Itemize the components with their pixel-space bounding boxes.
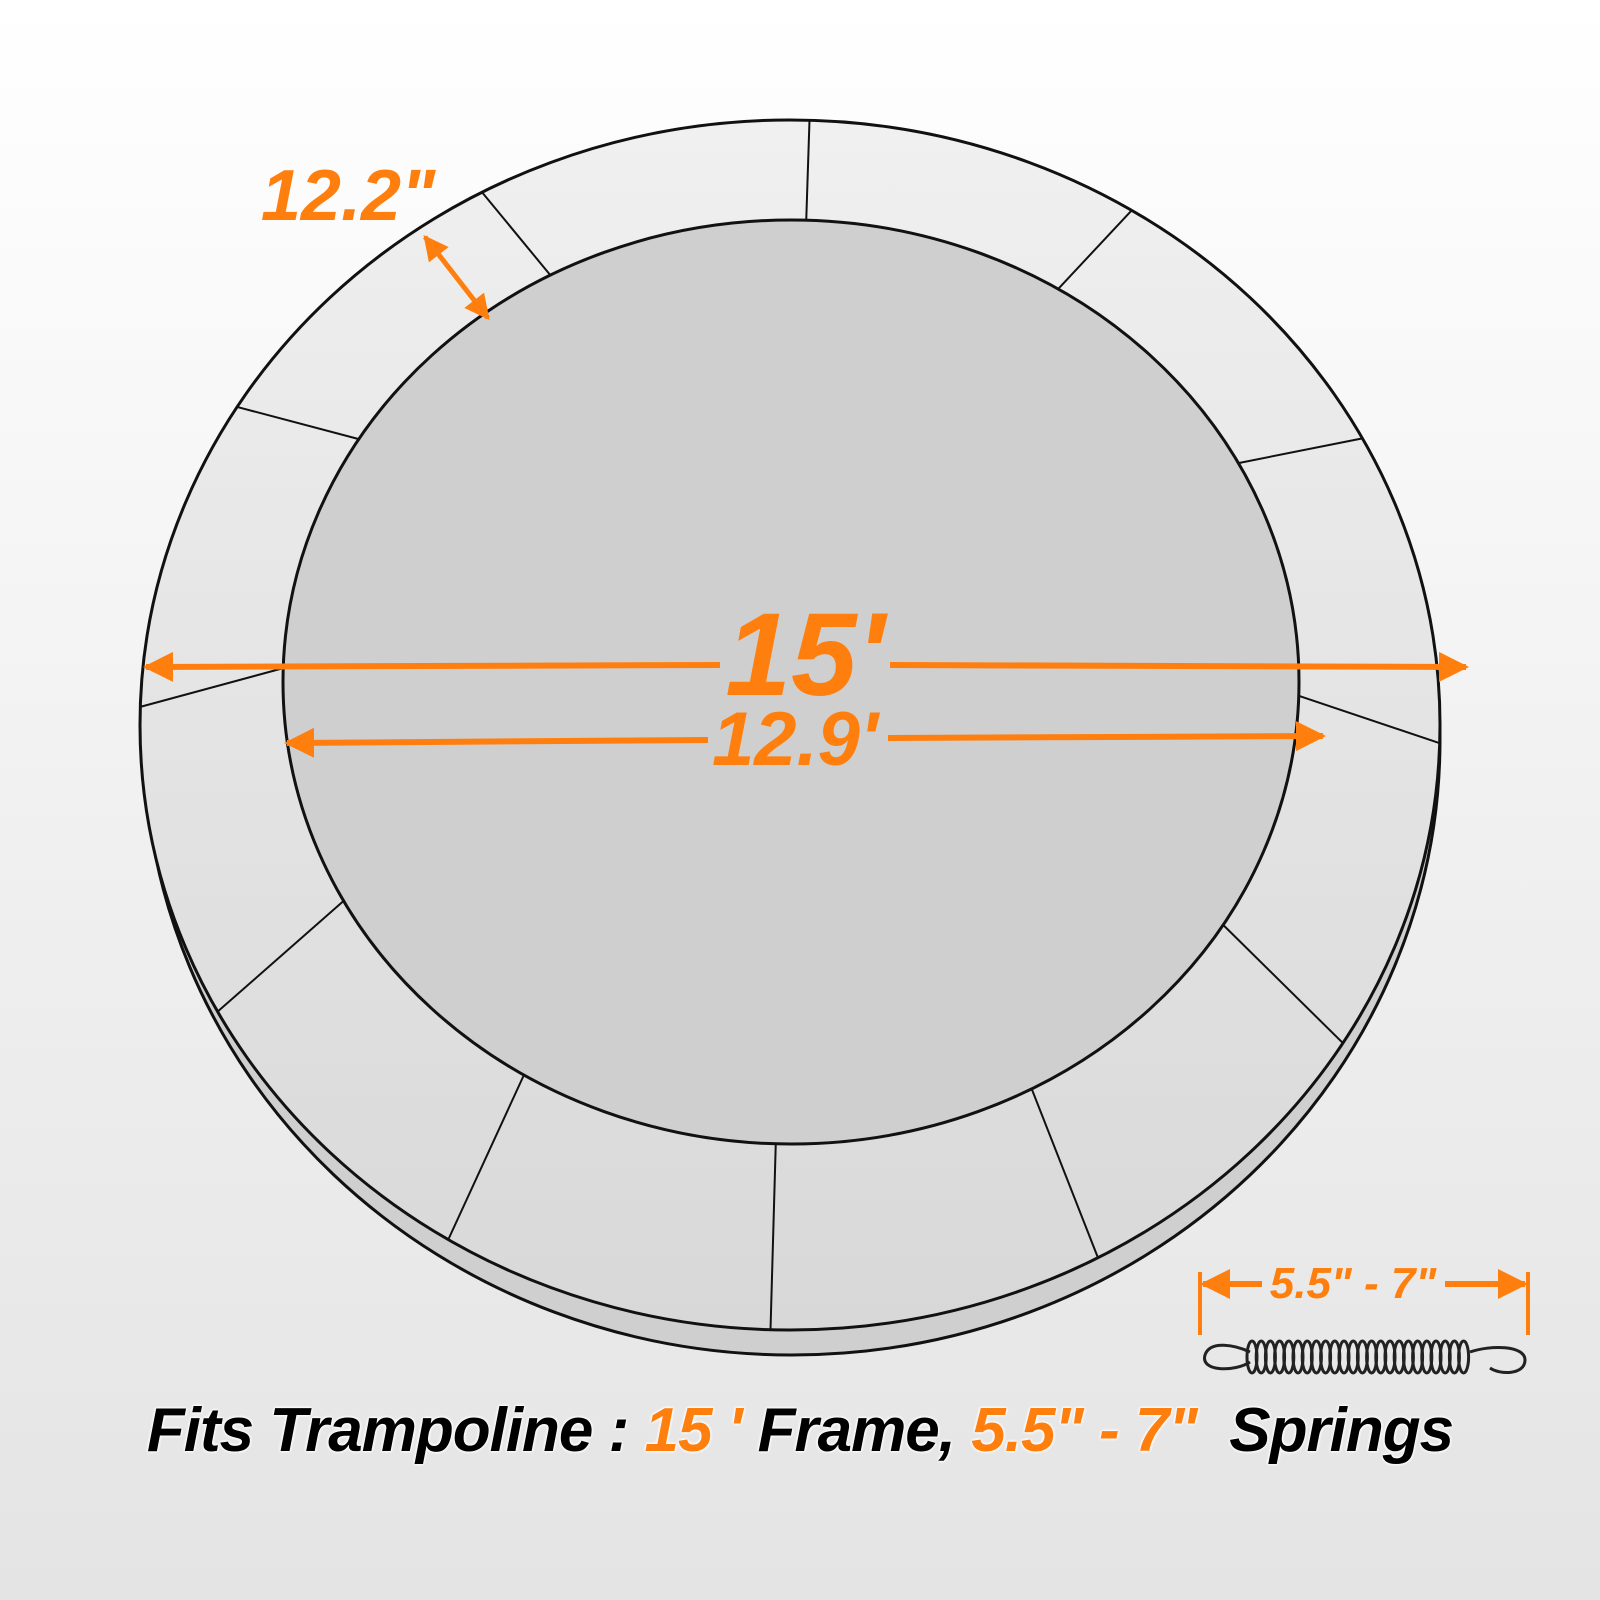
pad-width-arrow [423,235,490,320]
caption-frame-word: Frame, [741,1396,972,1465]
pad-seam [481,191,552,276]
fit-caption: Fits Trampoline : 15 ' Frame, 5.5" - 7" … [0,1395,1600,1466]
spring-coil [1457,1339,1471,1375]
frame-diameter-label: 15' [725,589,888,721]
spring-length-label: 5.5" - 7" [1270,1259,1438,1308]
pad-seam [1222,924,1344,1044]
caption-suffix: Springs [1196,1396,1454,1465]
pad-seam [1030,1088,1099,1259]
pad-seam [447,1074,525,1241]
pad-seam [140,667,284,708]
pad-seam [216,900,345,1013]
spring-icon [1203,1339,1527,1375]
pad-seams [140,120,1441,1330]
pad-seam [1238,437,1363,465]
caption-prefix: Fits Trampoline : [146,1396,645,1465]
pad-width-label: 12.2" [261,156,436,236]
caption-spring-value: 5.5" - 7" [971,1396,1198,1465]
pad-seam [805,120,811,221]
mat-arrow-left [284,727,709,758]
pad-seam [769,1143,777,1330]
mat-arrow-right [887,721,1326,752]
pad-seam [1298,694,1441,745]
pad-seam [236,405,360,441]
frame-arrow-left [143,651,721,682]
frame-arrow-right [889,651,1469,682]
caption-frame-value: 15 ' [644,1396,743,1465]
mat-diameter-label: 12.9' [712,697,881,782]
trampoline-pad-ring [138,118,1442,1332]
pad-seam [1057,209,1133,290]
